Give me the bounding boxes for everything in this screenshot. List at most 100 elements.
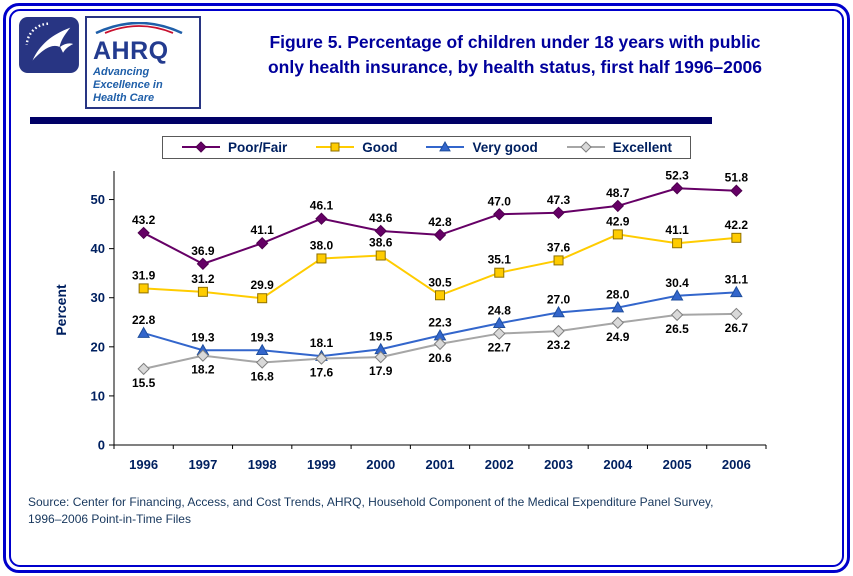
marker-very-good	[730, 286, 743, 298]
marker-poor-fair	[137, 227, 150, 240]
chart-wrap: 0 10 20 30 40 50 1996 1997 1998 1999 2000 2001 2002 2…	[50, 161, 837, 488]
slide-outer-border	[3, 3, 850, 573]
legend-key-poor-fair-icon	[181, 141, 220, 154]
page-title: Figure 5. Percentage of children under 1…	[268, 30, 762, 81]
marker-excellent	[611, 316, 625, 330]
data-label-good: 31.2	[191, 272, 215, 286]
title-wrap: Figure 5. Percentage of children under 1…	[203, 14, 837, 81]
data-label-good: 37.6	[547, 241, 571, 255]
legend-wrap: Poor/Fair Good Very good Excellent	[16, 135, 837, 160]
data-label-excellent: 24.9	[606, 330, 630, 344]
x-axis-label: 2003	[544, 457, 573, 472]
data-label-excellent: 26.7	[725, 321, 749, 335]
x-axis-label: 1997	[188, 457, 217, 472]
y-tick-label: 30	[91, 291, 105, 306]
legend-label-good: Good	[362, 139, 398, 155]
page-title-line-1: Figure 5. Percentage of children under 1…	[269, 32, 761, 52]
data-label-good: 35.1	[488, 253, 512, 267]
data-label-good: 42.2	[725, 218, 749, 232]
marker-good	[316, 253, 327, 264]
data-label-poor-fair: 41.1	[251, 224, 275, 238]
ahrq-logo: AHRQ Advancing Excellence in Health Care	[85, 16, 201, 109]
legend-item-very-good: Very good	[425, 140, 538, 155]
source-note: Source: Center for Financing, Access, an…	[28, 494, 837, 528]
data-label-excellent: 17.6	[310, 366, 334, 380]
data-label-excellent: 20.6	[428, 351, 452, 365]
marker-very-good	[552, 306, 565, 318]
chart-legend: Poor/Fair Good Very good Excellent	[161, 135, 692, 159]
data-label-excellent: 26.5	[665, 322, 689, 336]
data-label-very-good: 22.8	[132, 313, 156, 327]
y-tick-label: 20	[91, 340, 105, 355]
y-axis-title: Percent	[53, 284, 69, 336]
x-axis-label: 1998	[248, 457, 277, 472]
y-tick-label: 0	[98, 438, 105, 453]
marker-excellent	[493, 327, 506, 341]
data-label-very-good: 28.0	[606, 288, 630, 302]
marker-excellent	[552, 325, 565, 338]
data-label-good: 31.9	[132, 269, 156, 283]
ahrq-acronym: AHRQ	[93, 37, 169, 65]
legend-key-very-good-icon	[426, 141, 465, 152]
marker-very-good	[439, 141, 452, 152]
ahrq-tagline-line-2: Excellence in	[93, 78, 163, 91]
marker-excellent	[433, 338, 447, 351]
legend-label-poor-fair: Poor/Fair	[227, 139, 288, 155]
legend-key-good-icon	[316, 142, 355, 152]
marker-good	[375, 250, 386, 261]
marker-poor-fair	[196, 258, 210, 271]
x-axis-label: 2001	[426, 457, 455, 472]
marker-good	[197, 287, 208, 298]
marker-poor-fair	[493, 208, 506, 221]
marker-excellent	[730, 308, 743, 321]
ahrq-tagline-line-3: Health Care	[93, 91, 155, 104]
x-axis-label: 2006	[722, 457, 751, 472]
marker-excellent	[315, 352, 328, 366]
marker-poor-fair	[374, 225, 387, 238]
data-label-good: 38.6	[369, 236, 393, 250]
source-line-2: 1996–2006 Point-in-Time Files	[28, 512, 191, 527]
hhs-circular-text	[25, 22, 49, 46]
legend-item-excellent: Excellent	[566, 140, 672, 155]
marker-good	[672, 238, 683, 249]
marker-very-good	[611, 301, 625, 313]
data-label-good: 42.9	[606, 215, 630, 229]
data-label-excellent: 22.7	[488, 341, 512, 355]
header-divider	[30, 116, 712, 124]
y-tick-label: 10	[91, 389, 105, 404]
marker-good	[257, 293, 268, 304]
data-label-very-good: 19.3	[191, 331, 215, 345]
figure-chart: 0 10 20 30 40 50 1996 1997 1998 1999 2000 2001 2002 2…	[53, 169, 767, 472]
hhs-eagle-wing	[60, 43, 74, 53]
data-label-poor-fair: 46.1	[310, 199, 334, 213]
slide-inner-border	[9, 9, 844, 567]
marker-poor-fair	[730, 184, 743, 198]
x-axis-label: 2002	[485, 457, 514, 472]
data-label-very-good: 27.0	[547, 293, 571, 307]
legend-label-excellent: Excellent	[612, 139, 673, 155]
ahrq-tagline-line-1: Advancing	[93, 66, 150, 78]
data-label-good: 30.5	[428, 276, 452, 290]
data-label-poor-fair: 52.3	[665, 169, 689, 183]
data-label-excellent: 23.2	[547, 339, 571, 353]
header: AHRQ Advancing Excellence in Health Care…	[16, 14, 837, 109]
marker-very-good	[670, 289, 684, 301]
data-label-excellent: 15.5	[132, 376, 156, 390]
marker-good	[494, 268, 505, 279]
marker-poor-fair	[670, 182, 684, 195]
marker-poor-fair	[433, 229, 447, 242]
data-label-excellent: 16.8	[251, 370, 275, 384]
legend-item-poor-fair: Poor/Fair	[181, 140, 287, 155]
data-label-poor-fair: 36.9	[191, 244, 215, 258]
data-label-very-good: 19.3	[251, 331, 275, 345]
data-label-very-good: 30.4	[665, 276, 689, 290]
marker-good	[612, 229, 623, 240]
y-tick-label: 50	[91, 192, 105, 207]
data-label-excellent: 18.2	[191, 363, 215, 377]
marker-excellent	[137, 363, 150, 376]
ahrq-tagline: Advancing Excellence in Health Care	[93, 66, 193, 105]
data-label-good: 29.9	[251, 279, 275, 293]
slide-content: AHRQ Advancing Excellence in Health Care…	[16, 14, 837, 562]
logos: AHRQ Advancing Excellence in Health Care	[16, 14, 203, 109]
source-line-1: Source: Center for Financing, Access, an…	[28, 495, 714, 510]
